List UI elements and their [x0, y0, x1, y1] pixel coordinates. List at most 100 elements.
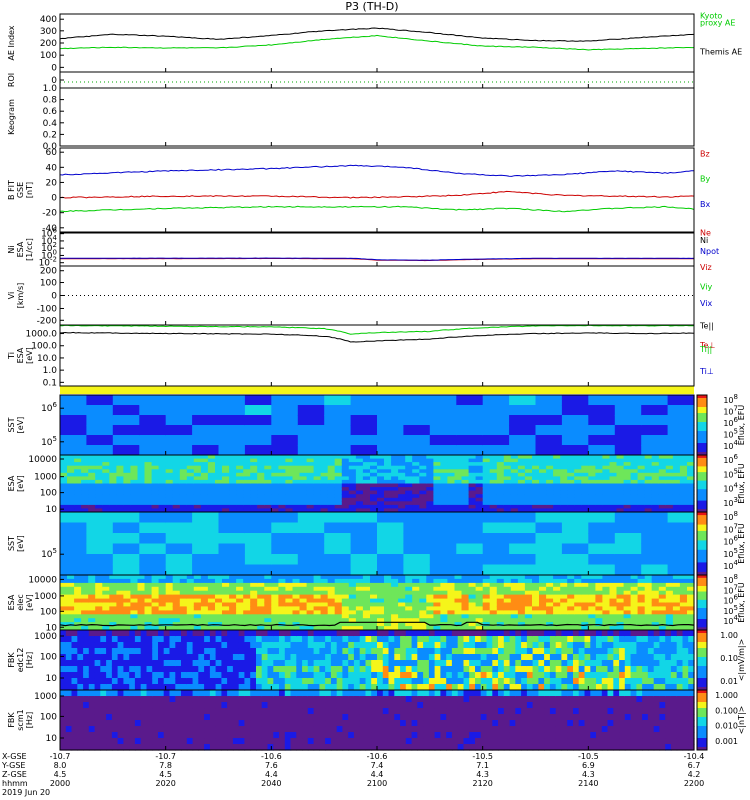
spectrogram-cell: [434, 702, 441, 709]
spectrogram-cell: [524, 578, 533, 584]
spectrogram-cell: [411, 708, 418, 715]
spectrogram-cell: [144, 455, 153, 460]
spectrogram-cell: [88, 610, 96, 615]
spectrogram-cell: [503, 672, 511, 679]
spectrogram-cell: [273, 738, 280, 745]
spectrogram-cell: [688, 666, 695, 673]
spectrogram-cell: [651, 497, 660, 502]
spectrogram-cell: [342, 714, 349, 721]
spectrogram-cell: [88, 606, 96, 611]
spectrogram-cell: [169, 738, 176, 745]
spectrogram-cell: [144, 490, 153, 495]
spectrogram-cell: [423, 684, 430, 691]
spectrogram-cell: [496, 497, 505, 502]
spectrogram-cell: [503, 614, 512, 619]
spectrogram-cell: [446, 636, 453, 643]
spectrogram-cell: [123, 504, 131, 510]
spectrogram-cell: [544, 642, 551, 649]
spectrogram-cell: [102, 606, 110, 611]
spectrogram-cell: [567, 732, 574, 739]
spectrogram-cell: [221, 636, 228, 643]
spectrogram-cell: [468, 469, 477, 474]
spectrogram-cell: [440, 744, 447, 751]
spectrogram-cell: [169, 696, 176, 703]
spectrogram-cell: [229, 487, 237, 492]
spectrogram-cell: [229, 578, 237, 584]
spectrogram-cell: [567, 455, 575, 460]
spectrogram-cell: [688, 660, 695, 667]
spectrogram-cell: [94, 690, 101, 697]
spectrogram-cell: [426, 476, 434, 481]
spectrogram-cell: [151, 476, 160, 481]
spectrogram-cell: [181, 714, 188, 721]
spectrogram-cell: [71, 672, 78, 679]
spectrogram-cell: [447, 472, 455, 477]
spectrogram-cell: [644, 494, 653, 499]
spectrogram-cell: [428, 660, 436, 667]
spectrogram-cell: [457, 702, 465, 709]
spectrogram-cell: [365, 666, 372, 673]
spectrogram-cell: [285, 455, 293, 460]
spectrogram-cell: [341, 476, 350, 481]
spectrogram-cell: [423, 714, 430, 721]
spectrogram-cell: [86, 522, 114, 534]
spectrogram-cell: [179, 578, 188, 584]
spectrogram-cell: [555, 738, 563, 745]
spectrogram-cell: [469, 666, 476, 673]
spectrogram-cell: [250, 690, 257, 697]
spectrogram-cell: [489, 618, 498, 623]
spectrogram-cell: [365, 672, 372, 679]
spectrogram-cell: [687, 487, 695, 492]
spectrogram-cell: [250, 732, 257, 739]
spectrogram-cell: [165, 476, 174, 481]
spectrogram-cell: [475, 660, 482, 667]
spectrogram-cell: [355, 494, 364, 499]
spectrogram-cell: [517, 462, 526, 467]
spectrogram-cell: [475, 508, 484, 513]
spectrogram-cell: [319, 660, 326, 667]
spectrogram-cell: [526, 726, 534, 733]
spectrogram-cell: [130, 578, 138, 584]
spectrogram-cell: [370, 598, 378, 604]
spectrogram-cell: [60, 582, 68, 588]
spectrogram-cell: [370, 490, 378, 495]
spectrogram-cell: [227, 744, 234, 751]
spectrogram-cell: [538, 732, 545, 739]
spectrogram-cell: [238, 726, 246, 733]
spectrogram-cell: [341, 458, 350, 463]
spectrogram-cell: [602, 578, 610, 584]
spectrogram-cell: [398, 578, 406, 584]
spectrogram-cell: [137, 487, 146, 492]
spectrogram-cell: [348, 483, 357, 488]
spectrogram-cell: [651, 490, 660, 495]
spectrogram-cell: [659, 666, 666, 673]
spectrogram-cell: [200, 462, 209, 467]
spectrogram-cell: [384, 472, 392, 477]
spectrogram-cell: [60, 462, 68, 467]
spectrogram-cell: [299, 578, 308, 584]
spectrogram-cell: [204, 678, 211, 685]
spectrogram-cell: [264, 508, 272, 513]
spectrogram-cell: [144, 606, 153, 611]
spectrogram-cell: [616, 469, 625, 474]
spectrogram-cell: [581, 479, 589, 485]
spectrogram-cell: [297, 425, 325, 436]
spectrogram-cell: [647, 684, 655, 691]
spectrogram-cell: [95, 504, 103, 510]
spectrogram-cell: [278, 469, 286, 474]
spectrogram-cell: [394, 690, 401, 697]
spectrogram-cell: [637, 618, 646, 623]
spectrogram-cell: [151, 598, 160, 604]
spectrogram-cell: [670, 660, 678, 667]
spectrogram-cell: [377, 666, 384, 673]
spectrogram-cell: [117, 642, 124, 649]
spectrogram-cell: [560, 586, 568, 592]
spectrogram-cell: [588, 602, 596, 607]
spectrogram-cell: [292, 508, 301, 513]
spectrogram-cell: [532, 578, 540, 584]
spectrogram-cell: [172, 594, 181, 600]
spectrogram-cell: [457, 678, 465, 685]
spectrogram-cell: [278, 618, 286, 623]
spectrogram-cell: [509, 522, 537, 534]
spectrogram-cell: [370, 483, 378, 488]
